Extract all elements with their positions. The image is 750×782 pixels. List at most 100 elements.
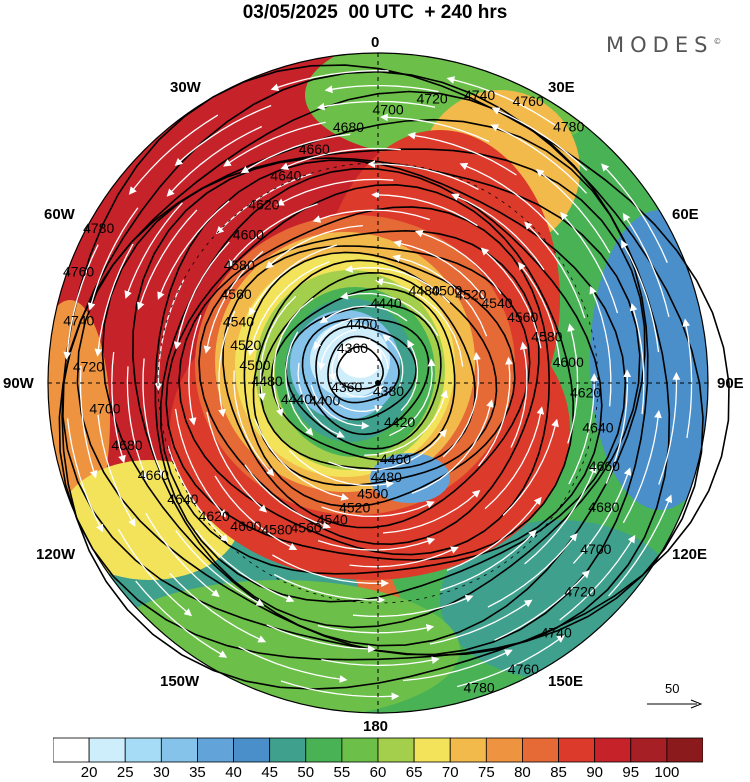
- wind-streamline: [414, 229, 502, 295]
- wind-streamline: [317, 537, 436, 551]
- contour-label: 4720: [417, 91, 448, 107]
- wind-streamline: [560, 211, 619, 314]
- contour-label: 4400: [309, 393, 340, 409]
- wind-streamline: [272, 554, 389, 588]
- wind-streamline: [518, 261, 561, 365]
- wind-streamline: [608, 494, 672, 597]
- contour-label: 4580: [224, 257, 255, 273]
- contour-label: 4680: [588, 499, 619, 515]
- wind-streamline: [658, 371, 681, 485]
- contour-label: 4560: [507, 309, 538, 325]
- lon-label-0: 0: [371, 34, 380, 51]
- contour-label: 4760: [508, 661, 539, 677]
- lon-label-90e: 90E: [717, 375, 744, 392]
- wind-streamline: [254, 418, 350, 501]
- wind-streamline: [297, 362, 345, 438]
- wind-streamline: [442, 351, 481, 458]
- wind-streamline: [682, 318, 693, 439]
- height-contour: [222, 245, 531, 529]
- lon-label-120w: 120W: [36, 546, 76, 563]
- colorbar-swatch: [413, 737, 451, 763]
- colorbar-label: 45: [261, 764, 278, 781]
- contour-label: 4700: [89, 400, 120, 416]
- wind-streamline: [126, 366, 149, 482]
- colorbar-label: 30: [152, 764, 170, 781]
- wind-streamline: [352, 595, 474, 617]
- colorbar-swatch: [558, 737, 596, 763]
- contour-label: 4620: [199, 508, 230, 524]
- wind-streamline: [313, 317, 379, 350]
- lon-label-60w: 60W: [44, 206, 75, 223]
- wind-streamline: [411, 399, 494, 494]
- height-contour: [61, 64, 730, 690]
- lon-label-60e: 60E: [672, 206, 699, 223]
- lon-label-120e: 120E: [672, 546, 708, 563]
- wind-streamline: [446, 76, 557, 127]
- colorbar-label: 70: [441, 764, 459, 781]
- wind-streamline: [451, 193, 545, 271]
- wind-streamline: [622, 410, 662, 524]
- contour-label: 4380: [373, 383, 404, 399]
- brand-logo: MODES©: [606, 33, 722, 57]
- contour-label: 4780: [553, 119, 584, 135]
- contour-label: 4760: [513, 93, 544, 109]
- wind-streamline: [349, 546, 459, 568]
- wind-streamline: [321, 656, 440, 667]
- wind-streamline: [94, 243, 134, 357]
- colorbar-swatch: [630, 737, 668, 763]
- height-contour: [301, 318, 430, 436]
- wind-streamline: [273, 573, 386, 604]
- wind-streamline: [117, 528, 193, 617]
- wind-streamline: [188, 314, 202, 426]
- wind-streamline: [535, 169, 611, 254]
- lon-label-180: 180: [363, 718, 389, 735]
- wind-streamline: [524, 465, 597, 565]
- wind-streamline: [310, 384, 370, 430]
- wind-streamline: [446, 496, 542, 571]
- wind-streamline: [568, 373, 599, 485]
- contour-label: 4620: [570, 384, 601, 400]
- wind-streamline: [559, 534, 636, 621]
- colorbar-label: 20: [80, 764, 98, 781]
- contour-label: 4500: [357, 486, 388, 502]
- wind-streamline: [480, 247, 542, 349]
- wind-streamline: [247, 261, 330, 356]
- colorbar-swatch: [449, 737, 487, 763]
- wind-streamline: [145, 512, 220, 598]
- colorbar-swatch: [666, 737, 703, 763]
- wind-streamline: [371, 191, 478, 227]
- wind-streamline: [227, 203, 318, 268]
- wind-streamline: [490, 124, 587, 194]
- colorbar-swatch: [197, 737, 234, 763]
- wind-streamline: [238, 646, 348, 683]
- wind-streamline: [280, 680, 400, 701]
- wind-streamline: [79, 365, 98, 479]
- contour-label: 4520: [230, 337, 261, 353]
- colorbar-label: 25: [116, 764, 134, 781]
- contour-label: 4440: [371, 295, 402, 311]
- contour-label: 4480: [371, 469, 402, 485]
- wind-streamline: [248, 244, 338, 316]
- contour-label: 4420: [384, 414, 415, 430]
- contour-label: 4740: [63, 312, 94, 328]
- wind-streamline: [66, 418, 104, 533]
- wind-streamline: [157, 200, 230, 300]
- contour-label: 4360: [337, 340, 368, 356]
- wind-streamline: [87, 207, 139, 311]
- wind-streamline: [203, 250, 264, 354]
- contour-label: 4780: [83, 220, 114, 236]
- contour-label: 4600: [233, 227, 264, 243]
- wind-streamline: [344, 265, 451, 304]
- colorbar-label: 90: [586, 764, 603, 781]
- wind-streamline: [135, 580, 228, 658]
- contour-label: 4700: [373, 102, 404, 118]
- wind-streamline: [206, 411, 268, 513]
- colorbar-swatch: [594, 737, 632, 763]
- contour-label: 4700: [580, 541, 611, 557]
- wind-streamline: [285, 331, 314, 436]
- wind-streamline: [491, 107, 588, 171]
- wind-streamline: [487, 532, 578, 608]
- wind-streamline: [389, 358, 436, 437]
- wind-streamline: [367, 160, 479, 190]
